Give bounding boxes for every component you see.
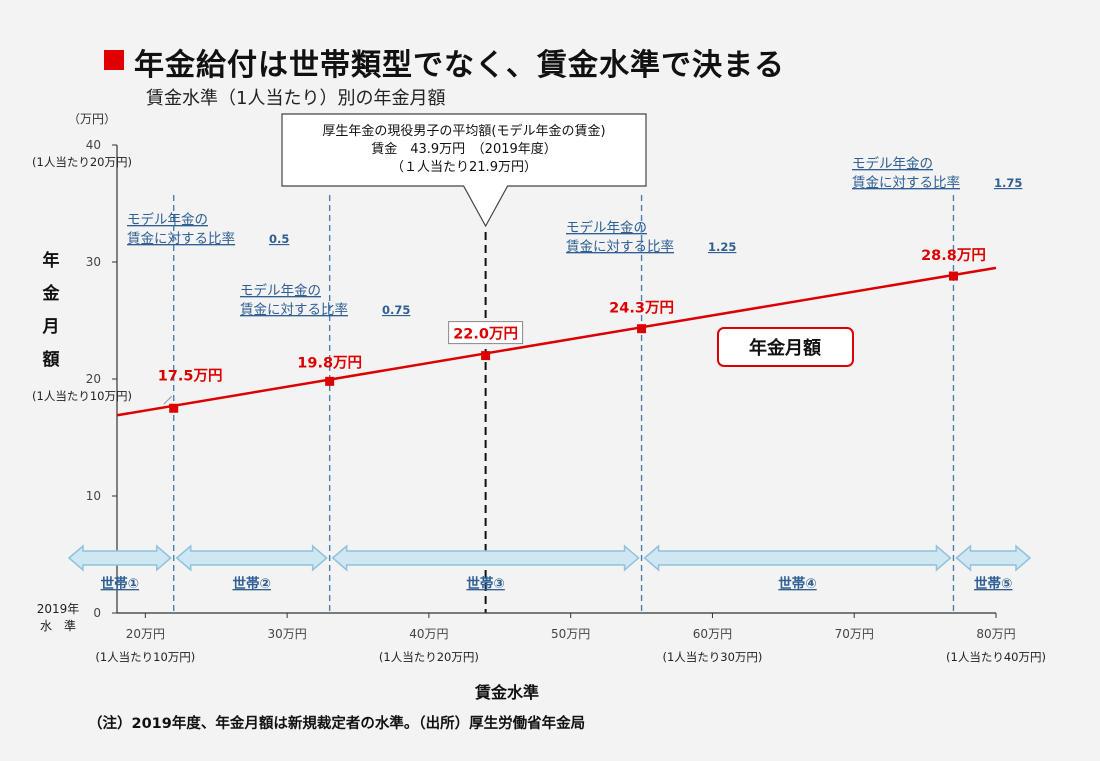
- data-label-leader: [163, 395, 173, 405]
- data-label: 17.5万円: [158, 367, 223, 384]
- title-square-icon: [104, 50, 124, 70]
- ratio-label-line2: 賃金に対する比率: [127, 230, 235, 247]
- y-tick-label: 10: [86, 489, 101, 503]
- data-label-box: [448, 321, 524, 345]
- year-label: 2019年: [37, 602, 80, 616]
- data-label: 19.8万円: [297, 354, 362, 371]
- y-tick-label: 40: [86, 138, 101, 152]
- x-tick-sublabel: (1人当たり20万円): [379, 650, 479, 664]
- y-axis-title-char: 額: [42, 349, 60, 370]
- ratio-label-value: 1.25: [708, 240, 736, 254]
- x-tick-label: 40万円: [409, 627, 448, 641]
- y-tick-label: 20: [86, 372, 101, 386]
- ratio-label-line1: モデル年金の: [566, 219, 647, 236]
- data-point: [169, 403, 179, 413]
- y-tick-label: 30: [86, 255, 101, 269]
- x-tick-label: 50万円: [551, 627, 590, 641]
- x-tick-sublabel: (1人当たり40万円): [946, 650, 1046, 664]
- x-tick-label: 60万円: [693, 627, 732, 641]
- y-tick-label: 0: [93, 606, 101, 620]
- household-arrow: [643, 544, 952, 572]
- chart-axes: 0 10 20 30 40 （万円） (1人当たり20万円) (1人当たり10万円) 年金月額 2…: [32, 112, 1046, 664]
- data-label: 24.3万円: [609, 300, 674, 317]
- ratio-label-line2: 賃金に対する比率: [852, 174, 960, 191]
- ratio-label-line2: 賃金に対する比率: [566, 238, 674, 255]
- household-label: 世帯④: [778, 575, 816, 592]
- ratio-label-line2: 賃金に対する比率: [240, 301, 348, 318]
- data-point: [325, 376, 335, 386]
- ratio-label-line1: モデル年金の: [240, 282, 321, 299]
- reference-callout-text: （１人当たり21.9万円）: [391, 160, 537, 175]
- y-tick-sublabel: (1人当たり10万円): [32, 389, 132, 403]
- household-label: 世帯③: [466, 575, 504, 592]
- year-label: 水 準: [40, 618, 76, 633]
- reference-callout: 厚生年金の現役男子の平均額(モデル年金の賃金) 賃金 43.9万円 （2019年度…: [281, 113, 647, 228]
- ratio-label-value: 1.75: [994, 176, 1022, 190]
- household-label: 世帯①: [101, 575, 139, 592]
- y-tick-sublabel: (1人当たり20万円): [32, 155, 132, 169]
- data-point: [481, 351, 491, 361]
- page-subtitle: 賃金水準（1人当たり）別の年金月額: [146, 88, 446, 109]
- ratio-label-line1: モデル年金の: [852, 155, 933, 172]
- ratio-label-line1: モデル年金の: [127, 211, 208, 228]
- page-title: 年金給付は世帯類型でなく、賃金水準で決まる: [134, 48, 785, 83]
- y-axis-title-char: 年: [43, 250, 60, 271]
- data-label: 22.0万円: [453, 326, 518, 343]
- y-unit-label: （万円）: [68, 112, 116, 126]
- x-axis-title: 賃金水準: [474, 683, 539, 702]
- y-axis-title-char: 月: [42, 317, 60, 337]
- legend-box: [717, 327, 854, 367]
- reference-callout-text: 厚生年金の現役男子の平均額(モデル年金の賃金): [322, 123, 605, 139]
- chart-dashed-lines: [173, 195, 955, 613]
- data-point: [948, 271, 958, 281]
- ratio-label-value: 0.75: [382, 303, 410, 317]
- household-arrow: [175, 544, 328, 572]
- footnote: （注）2019年度、年金月額は新規裁定者の水準。（出所）厚生労働省年金局: [88, 714, 585, 732]
- x-tick-sublabel: (1人当たり30万円): [662, 650, 762, 664]
- pension-line: [116, 266, 997, 417]
- household-arrow: [67, 544, 172, 572]
- reference-callout-box: [281, 113, 647, 228]
- household-label: 世帯②: [232, 575, 270, 592]
- x-tick-label: 20万円: [126, 627, 165, 641]
- data-point: [637, 324, 647, 334]
- household-arrow: [955, 544, 1032, 572]
- x-tick-sublabel: (1人当たり10万円): [95, 650, 195, 664]
- y-axis-title-char: 金: [42, 283, 61, 304]
- household-label: 世帯⑤: [974, 575, 1012, 592]
- reference-callout-text: 賃金 43.9万円 （2019年度）: [371, 141, 557, 157]
- x-tick-label: 30万円: [267, 627, 306, 641]
- household-arrows: 世帯① 世帯② 世帯③ 世帯④ 世帯⑤: [67, 544, 1032, 592]
- data-label: 28.8万円: [921, 247, 986, 264]
- x-tick-label: 70万円: [835, 627, 874, 641]
- pension-series: [116, 266, 997, 417]
- legend-label: 年金月額: [749, 337, 821, 359]
- ratio-label-value: 0.5: [269, 232, 289, 246]
- x-tick-label: 80万円: [976, 627, 1015, 641]
- household-arrow: [331, 544, 640, 572]
